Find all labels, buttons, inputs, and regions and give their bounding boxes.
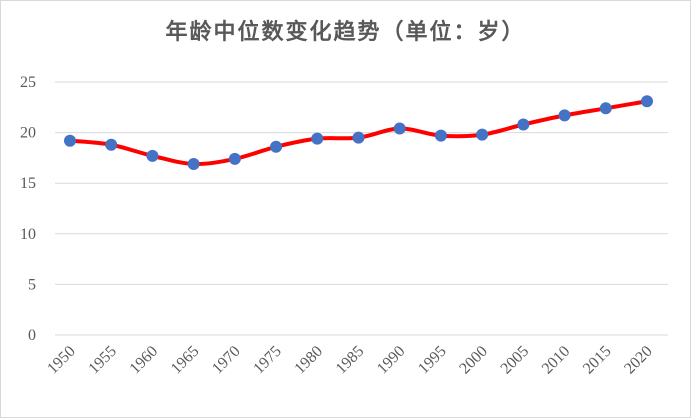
data-point xyxy=(64,134,76,147)
x-tick-label: 1995 xyxy=(415,343,450,378)
x-tick-label: 2015 xyxy=(580,343,615,378)
x-tick-label: 1955 xyxy=(85,343,120,378)
data-point xyxy=(517,118,530,131)
data-points xyxy=(64,95,653,170)
data-point xyxy=(393,122,406,135)
data-point xyxy=(641,95,653,108)
data-point xyxy=(434,129,447,142)
x-tick-label: 1965 xyxy=(168,343,203,378)
data-point xyxy=(270,140,283,153)
data-point xyxy=(558,109,571,122)
y-tick-label: 15 xyxy=(20,175,36,192)
y-tick-label: 5 xyxy=(28,276,36,293)
x-tick-label: 1950 xyxy=(44,343,79,378)
x-tick-label: 2000 xyxy=(456,343,491,378)
x-tick-label: 2005 xyxy=(498,343,533,378)
x-tick-label: 2010 xyxy=(539,343,574,378)
chart-title: 年龄中位数变化趋势（单位：岁） xyxy=(165,19,526,45)
y-axis-ticks: 0 5 10 15 20 25 xyxy=(20,74,36,344)
gridlines xyxy=(55,81,668,336)
y-tick-label: 25 xyxy=(20,74,36,91)
y-tick-label: 20 xyxy=(20,125,36,142)
y-tick-label: 10 xyxy=(20,226,36,243)
x-tick-label: 1970 xyxy=(209,343,244,378)
y-tick-label: 0 xyxy=(28,327,36,344)
data-point xyxy=(476,128,489,141)
data-point xyxy=(352,131,365,144)
data-point xyxy=(105,138,118,151)
data-point xyxy=(311,132,324,145)
x-tick-label: 2020 xyxy=(621,343,656,378)
x-tick-label: 1985 xyxy=(333,343,368,378)
x-tick-label: 1960 xyxy=(127,343,162,378)
x-tick-label: 1975 xyxy=(250,343,285,378)
data-point xyxy=(228,152,241,165)
x-tick-label: 1980 xyxy=(291,343,326,378)
data-point xyxy=(599,102,612,115)
data-point xyxy=(187,157,200,170)
x-axis-ticks: 1950 1955 1960 1965 1970 1975 1980 1985 1990 1995… xyxy=(44,343,656,378)
data-point xyxy=(146,149,159,162)
x-tick-label: 1990 xyxy=(374,343,409,378)
